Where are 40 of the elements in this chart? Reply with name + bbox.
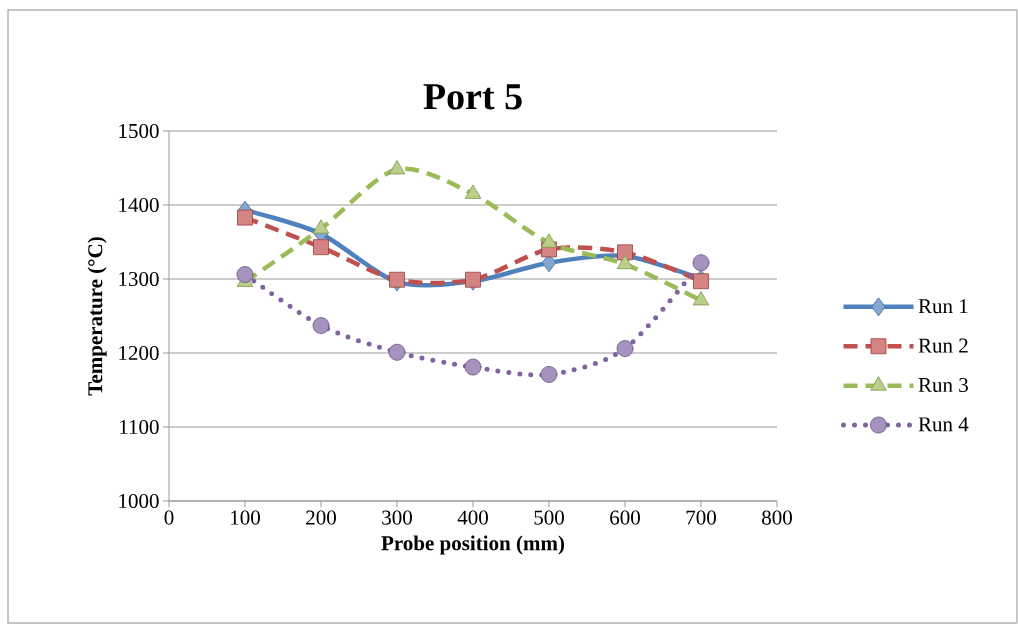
x-tick-label: 700: [686, 510, 716, 525]
point: [388, 343, 406, 361]
x-tick-label: 300: [382, 510, 412, 525]
x-tick-label: 500: [534, 510, 564, 525]
x-tick-label: 100: [231, 510, 260, 525]
point: [313, 239, 329, 256]
point: [692, 254, 710, 272]
legend-label: Run 4: [918, 417, 969, 432]
point: [616, 340, 634, 357]
y-tick-label: 1500: [119, 123, 159, 139]
point: [540, 233, 558, 248]
point: [312, 219, 330, 234]
y-tick-label: 1300: [119, 271, 159, 287]
legend-label: Run 3: [918, 377, 968, 393]
point: [312, 317, 330, 335]
point: [617, 244, 633, 261]
point: [464, 358, 482, 376]
y-tick-label: 1100: [120, 419, 159, 435]
x-tick-label: 200: [306, 510, 336, 525]
point: [692, 291, 710, 306]
point: [236, 266, 254, 283]
x-tick-label: 400: [457, 510, 488, 525]
point: [693, 273, 709, 290]
x-tick-label: 600: [610, 510, 640, 525]
y-tick-label: 1200: [119, 345, 159, 361]
x-tick-label: 800: [762, 510, 792, 525]
legend-label: Run 1: [918, 299, 968, 314]
chart-title: Port 5: [423, 84, 522, 110]
x-axis-title: Probe position (mm): [381, 535, 565, 555]
point: [616, 254, 634, 270]
point: [388, 160, 406, 175]
point: [540, 366, 558, 383]
legend-label: Run 2: [918, 338, 968, 353]
x-tick-label: 0: [164, 510, 174, 525]
point: [237, 209, 253, 226]
point: [389, 271, 405, 288]
y-tick-label: 1400: [119, 197, 159, 213]
y-tick-label: 1000: [119, 493, 159, 509]
point: [464, 184, 482, 199]
y-axis-title: Temperature (°C): [87, 237, 107, 396]
